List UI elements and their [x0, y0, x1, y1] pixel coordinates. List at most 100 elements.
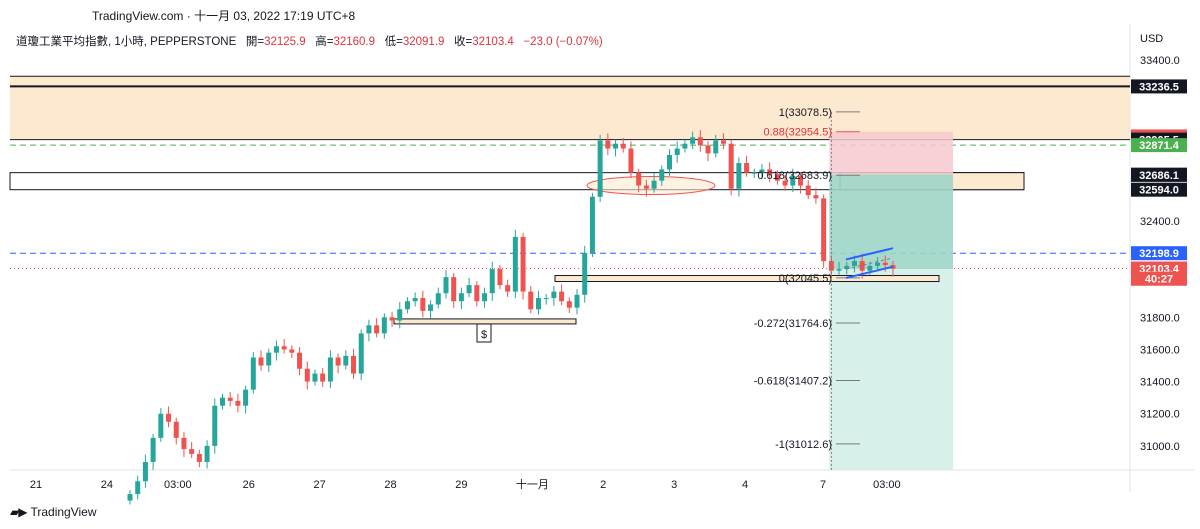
low-value: 32091.9 [402, 36, 445, 48]
candle-body [551, 291, 557, 299]
time-tick-label: 03:00 [873, 479, 901, 491]
candle-body [535, 298, 541, 310]
candle-body [520, 236, 526, 292]
candle-body [219, 397, 225, 406]
time-tick-label: 3 [671, 479, 677, 491]
price-badge [1131, 246, 1187, 261]
price-badge-label: 32594.0 [1139, 185, 1179, 197]
candle-body [582, 253, 588, 295]
candle-body [235, 400, 241, 406]
time-tick-label: 2 [600, 479, 606, 491]
channel-lower-line [845, 265, 894, 279]
candle-body [389, 317, 395, 321]
dividend-marker-icon[interactable] [476, 323, 492, 343]
time-tick-label: 24 [101, 479, 113, 491]
candle-body [150, 437, 156, 462]
price-badge-label: 33236.5 [1139, 81, 1179, 93]
header-watermark: TradingView.com · 十一月 03, 2022 17:19 UTC… [92, 7, 355, 24]
candle-body [597, 140, 603, 197]
candle-body [821, 198, 827, 262]
time-tick-label: 03:00 [164, 479, 192, 491]
candle-body [142, 461, 148, 482]
change-value: −23.0 (−0.07%) [523, 36, 603, 48]
fib-level-label: 0.618(32683.9) [757, 170, 832, 182]
candle-body [813, 195, 819, 199]
candle-body [774, 174, 780, 181]
high-value: 32160.9 [333, 36, 376, 48]
price-badge [1131, 182, 1187, 197]
candle-body [327, 357, 333, 382]
candle-body [643, 185, 649, 189]
candle-body [435, 293, 441, 305]
candle-body [189, 449, 195, 454]
candle-body [227, 397, 233, 401]
candle-body [443, 277, 449, 294]
price-badge-label: 32871.4 [1139, 140, 1180, 152]
price-badge [1131, 167, 1187, 182]
candle-body [451, 277, 457, 302]
candle-body [651, 180, 657, 189]
candle-body [528, 291, 534, 310]
candle-body [566, 301, 572, 308]
highlight-ellipse [586, 176, 716, 196]
candle-body [250, 357, 256, 390]
dividend-marker-label: $ [481, 329, 487, 341]
candle-body [620, 143, 626, 149]
time-tick-label: 28 [384, 479, 396, 491]
candle-body [381, 317, 387, 334]
time-tick-label: 29 [455, 479, 467, 491]
fib-level-label: -0.272(31764.6) [754, 318, 832, 330]
candle-body [836, 269, 842, 271]
candle-body [289, 349, 295, 353]
candle-body [574, 294, 580, 308]
footer-brand: ▰▶ TradingView [10, 505, 97, 519]
candle-body [728, 143, 734, 189]
candle-body [420, 298, 426, 311]
price-tick-label: 31200.0 [1140, 409, 1180, 421]
candle-body [366, 325, 372, 334]
price-badge-label: 32686.1 [1139, 170, 1179, 182]
take-profit-zone-near [829, 174, 953, 270]
candle-body [127, 494, 133, 501]
candle-body [497, 269, 503, 286]
candle-body [212, 405, 218, 446]
candle-body [782, 180, 788, 186]
candle-body [805, 185, 811, 196]
candle-body [751, 172, 757, 174]
support-box-2 [554, 275, 940, 283]
candle-body [158, 413, 164, 438]
candle-body [458, 293, 464, 302]
price-tick-label: 31800.0 [1140, 312, 1180, 324]
candle-body [351, 355, 357, 374]
price-badge-label: 32198.9 [1139, 248, 1179, 260]
candle-body [258, 357, 264, 366]
candle-body [466, 285, 472, 294]
candle-body [173, 421, 179, 438]
candle-body [690, 137, 696, 144]
candle-body [605, 140, 611, 149]
header-datetime: 十一月 03, 2022 17:19 UTC+8 [194, 9, 356, 23]
candle-body [489, 269, 495, 294]
candle-body [166, 413, 172, 422]
fib-level-label: 1(33078.5) [779, 107, 832, 119]
candle-body [759, 169, 765, 173]
symbol-title[interactable]: 道瓊工業平均指數, 1小時, PEPPERSTONE [16, 36, 237, 48]
price-tick-label: 31400.0 [1140, 377, 1180, 389]
candle-body [266, 352, 272, 366]
price-badge [1131, 138, 1187, 153]
header-separator: · [186, 9, 195, 23]
stop-loss-zone [829, 131, 953, 175]
price-badge-label: 40:27 [1145, 274, 1173, 286]
close-label: 收= [454, 36, 473, 48]
candle-body [196, 453, 202, 462]
candle-body [851, 261, 857, 266]
candle-body [312, 373, 318, 382]
candle-body [474, 285, 480, 302]
low-label: 低= [384, 36, 403, 48]
price-tick-label: 32400.0 [1140, 216, 1180, 228]
price-badge [1131, 271, 1187, 286]
candle-body [828, 261, 834, 271]
candle-body [281, 346, 287, 350]
candle-body [204, 445, 210, 462]
